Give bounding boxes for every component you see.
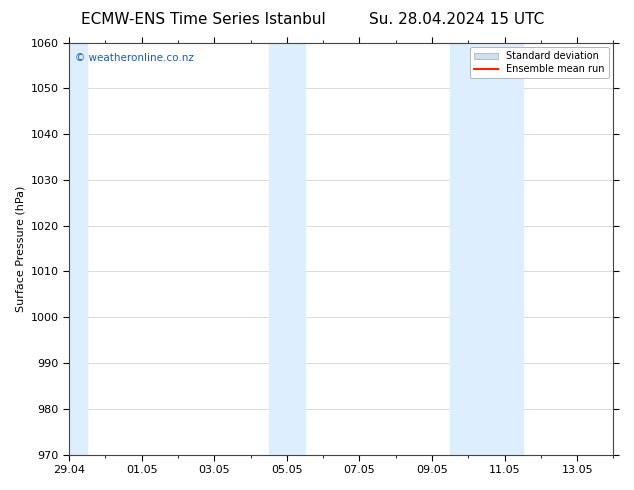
Y-axis label: Surface Pressure (hPa): Surface Pressure (hPa) bbox=[15, 185, 25, 312]
Text: © weatheronline.co.nz: © weatheronline.co.nz bbox=[75, 53, 193, 63]
Bar bbox=[269, 43, 305, 455]
Legend: Standard deviation, Ensemble mean run: Standard deviation, Ensemble mean run bbox=[470, 48, 609, 78]
Bar bbox=[450, 43, 522, 455]
Text: Su. 28.04.2024 15 UTC: Su. 28.04.2024 15 UTC bbox=[369, 12, 544, 27]
Text: ECMW-ENS Time Series Istanbul: ECMW-ENS Time Series Istanbul bbox=[81, 12, 325, 27]
Bar bbox=[69, 43, 87, 455]
